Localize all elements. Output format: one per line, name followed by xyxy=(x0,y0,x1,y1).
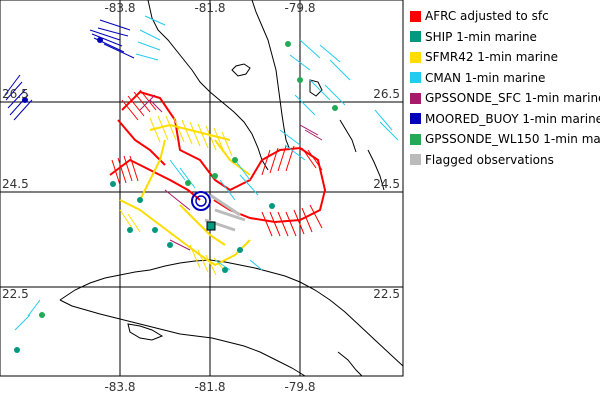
lon-tick-bottom-0: -83.8 xyxy=(104,380,135,394)
sfmr-wind-barbs xyxy=(119,123,251,267)
legend-item: GPSSONDE_WL150 1-min mar xyxy=(410,129,600,150)
legend-item: AFRC adjusted to sfc xyxy=(410,6,600,27)
legend-item: SHIP 1-min marine xyxy=(410,27,600,48)
lat-tick-right-1: 24.5 xyxy=(373,177,400,191)
legend-label: SHIP 1-min marine xyxy=(425,29,537,44)
observation-points xyxy=(14,37,338,353)
legend-swatch xyxy=(410,72,421,84)
legend-item: CMAN 1-min marine xyxy=(410,68,600,89)
lat-tick-right-2: 22.5 xyxy=(373,287,400,301)
legend-label: MOORED_BUOY 1-min marine xyxy=(425,111,600,126)
lon-tick-top-2: -79.8 xyxy=(284,1,315,15)
legend-item: SFMR42 1-min marine xyxy=(410,47,600,68)
lon-tick-bottom-2: -79.8 xyxy=(284,380,315,394)
legend-label: CMAN 1-min marine xyxy=(425,70,546,85)
legend-item: Flagged observations xyxy=(410,150,600,171)
lat-tick-left-1: 24.5 xyxy=(2,177,29,191)
legend-swatch xyxy=(410,133,421,145)
legend-swatch xyxy=(410,51,421,63)
afrc-wind-barbs xyxy=(109,90,327,224)
legend-item: GPSSONDE_SFC 1-min marine xyxy=(410,88,600,109)
gpssonde-sfc-barbs xyxy=(139,94,323,251)
map-frame xyxy=(0,0,404,377)
lat-tick-right-0: 26.5 xyxy=(373,87,400,101)
cman-wind-barbs xyxy=(14,15,399,331)
lat-tick-left-0: 26.5 xyxy=(2,87,29,101)
station-marker xyxy=(191,191,216,231)
afrc-barb-ticks xyxy=(111,89,323,237)
legend-label: GPSSONDE_SFC 1-min marine xyxy=(425,91,600,106)
lat-tick-left-2: 22.5 xyxy=(2,287,29,301)
legend-item: MOORED_BUOY 1-min marine xyxy=(410,109,600,130)
legend-swatch xyxy=(410,113,421,125)
legend: AFRC adjusted to sfc SHIP 1-min marine SFM… xyxy=(410,6,600,170)
legend-label: AFRC adjusted to sfc xyxy=(425,9,549,24)
legend-swatch xyxy=(410,10,421,22)
legend-swatch xyxy=(410,92,421,104)
lon-tick-bottom-1: -81.8 xyxy=(194,380,225,394)
sfmr-barb-ticks xyxy=(119,115,233,276)
legend-label: SFMR42 1-min marine xyxy=(425,50,559,65)
legend-label: GPSSONDE_WL150 1-min mar xyxy=(425,132,600,147)
legend-swatch xyxy=(410,154,421,166)
lon-tick-top-0: -83.8 xyxy=(104,1,135,15)
legend-swatch xyxy=(410,31,421,43)
lon-tick-top-1: -81.8 xyxy=(194,1,225,15)
legend-label: Flagged observations xyxy=(425,152,554,167)
